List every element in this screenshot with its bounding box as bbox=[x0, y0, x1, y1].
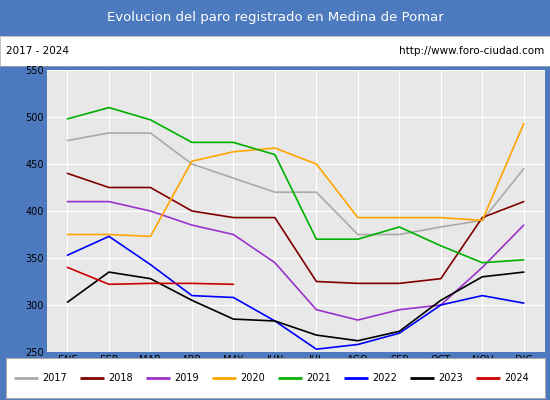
Text: 2023: 2023 bbox=[438, 373, 463, 383]
Text: 2020: 2020 bbox=[240, 373, 265, 383]
Text: 2018: 2018 bbox=[108, 373, 133, 383]
Text: http://www.foro-ciudad.com: http://www.foro-ciudad.com bbox=[399, 46, 544, 56]
Text: 2017: 2017 bbox=[42, 373, 67, 383]
Text: 2021: 2021 bbox=[306, 373, 331, 383]
Text: 2022: 2022 bbox=[372, 373, 397, 383]
Text: 2024: 2024 bbox=[504, 373, 529, 383]
Text: 2017 - 2024: 2017 - 2024 bbox=[6, 46, 69, 56]
Text: Evolucion del paro registrado en Medina de Pomar: Evolucion del paro registrado en Medina … bbox=[107, 12, 443, 24]
Text: 2019: 2019 bbox=[174, 373, 199, 383]
